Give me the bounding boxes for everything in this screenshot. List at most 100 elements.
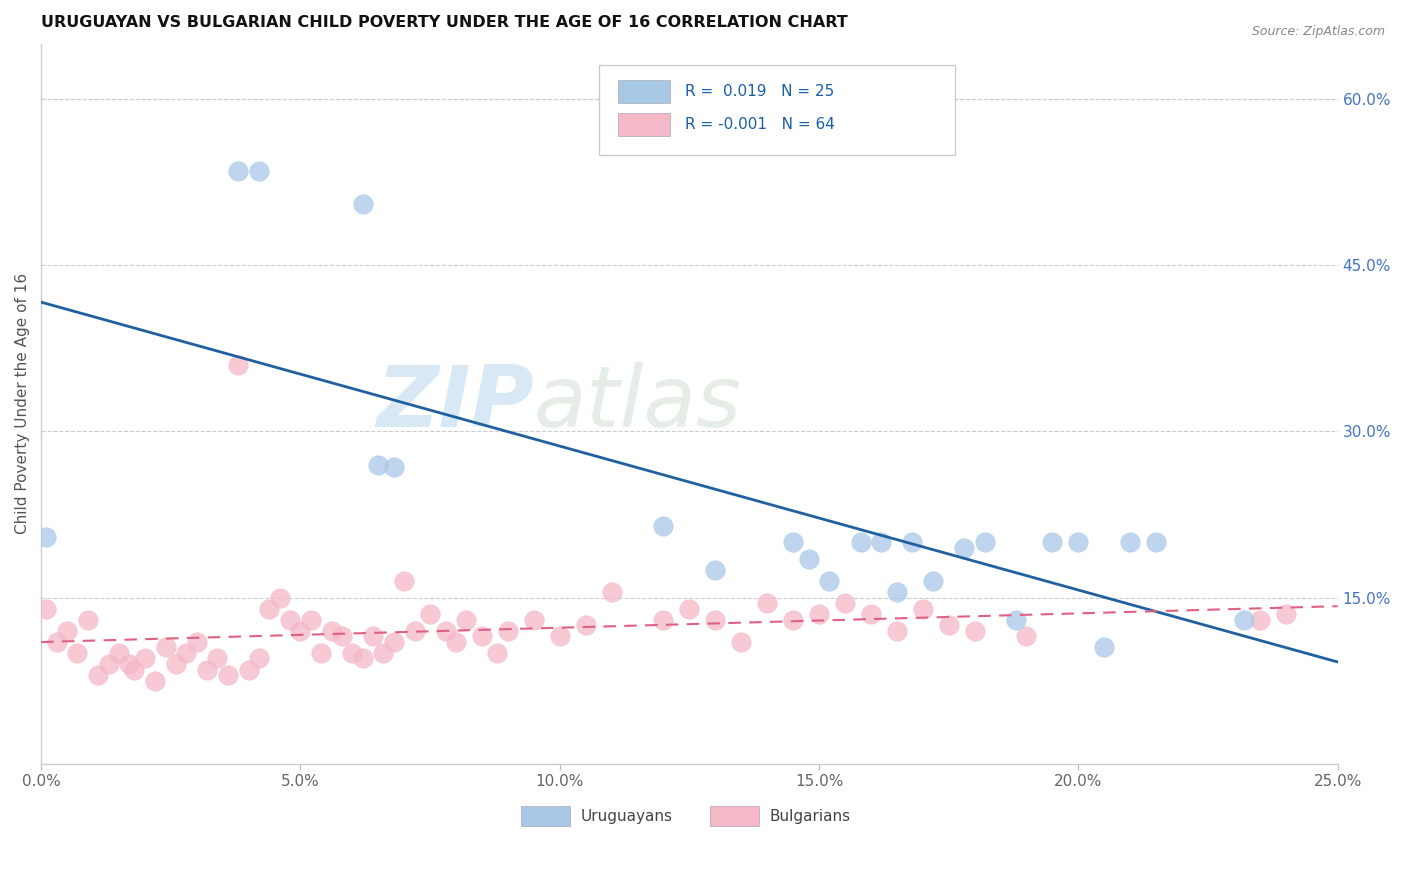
Point — [1092, 640, 1115, 655]
Text: R =  0.019   N = 25: R = 0.019 N = 25 — [686, 85, 835, 99]
Text: ZIP: ZIP — [377, 362, 534, 445]
Point — [652, 518, 675, 533]
Point — [392, 574, 415, 588]
Point — [35, 530, 58, 544]
Point — [35, 601, 58, 615]
Point — [496, 624, 519, 638]
Point — [886, 585, 908, 599]
Point — [486, 646, 509, 660]
Point — [730, 635, 752, 649]
Point — [1144, 535, 1167, 549]
Point — [124, 663, 146, 677]
FancyBboxPatch shape — [520, 806, 569, 826]
Point — [471, 629, 494, 643]
FancyBboxPatch shape — [710, 806, 759, 826]
Point — [818, 574, 841, 588]
Point — [247, 164, 270, 178]
Point — [278, 613, 301, 627]
Point — [1119, 535, 1142, 549]
Point — [367, 458, 389, 472]
Point — [217, 668, 239, 682]
Point — [678, 601, 700, 615]
Point — [45, 635, 67, 649]
Point — [226, 164, 249, 178]
Y-axis label: Child Poverty Under the Age of 16: Child Poverty Under the Age of 16 — [15, 273, 30, 534]
Point — [247, 651, 270, 665]
Point — [600, 585, 623, 599]
Point — [911, 601, 934, 615]
Point — [1249, 613, 1271, 627]
Point — [974, 535, 997, 549]
Point — [953, 541, 976, 555]
Point — [1067, 535, 1090, 549]
Point — [782, 613, 804, 627]
Point — [1274, 607, 1296, 622]
Point — [797, 551, 820, 566]
Point — [238, 663, 260, 677]
Point — [361, 629, 384, 643]
Point — [404, 624, 426, 638]
Point — [886, 624, 908, 638]
Point — [456, 613, 478, 627]
Point — [309, 646, 332, 660]
Point — [352, 197, 374, 211]
Point — [226, 358, 249, 372]
Point — [1015, 629, 1038, 643]
Point — [1233, 613, 1256, 627]
Point — [548, 629, 571, 643]
Point — [108, 646, 131, 660]
Point — [195, 663, 218, 677]
Text: R = -0.001   N = 64: R = -0.001 N = 64 — [686, 117, 835, 132]
Point — [176, 646, 198, 660]
Point — [382, 635, 405, 649]
Point — [97, 657, 120, 671]
Point — [1005, 613, 1028, 627]
Point — [704, 563, 727, 577]
Point — [434, 624, 457, 638]
Point — [134, 651, 156, 665]
Point — [382, 459, 405, 474]
Point — [66, 646, 89, 660]
Point — [56, 624, 79, 638]
Point — [419, 607, 441, 622]
Point — [330, 629, 353, 643]
Point — [938, 618, 960, 632]
Text: URUGUAYAN VS BULGARIAN CHILD POVERTY UNDER THE AGE OF 16 CORRELATION CHART: URUGUAYAN VS BULGARIAN CHILD POVERTY UND… — [41, 15, 848, 30]
FancyBboxPatch shape — [599, 65, 955, 155]
Point — [155, 640, 177, 655]
Point — [834, 596, 856, 610]
Point — [373, 646, 395, 660]
Text: Uruguayans: Uruguayans — [581, 809, 672, 824]
Point — [352, 651, 374, 665]
Point — [165, 657, 187, 671]
Text: Source: ZipAtlas.com: Source: ZipAtlas.com — [1251, 25, 1385, 38]
Point — [523, 613, 546, 627]
Point — [849, 535, 872, 549]
Point — [299, 613, 322, 627]
FancyBboxPatch shape — [619, 80, 669, 103]
Point — [207, 651, 229, 665]
Point — [922, 574, 945, 588]
Point — [704, 613, 727, 627]
Point — [87, 668, 110, 682]
Point — [901, 535, 924, 549]
FancyBboxPatch shape — [619, 112, 669, 136]
Point — [652, 613, 675, 627]
Point — [1042, 535, 1064, 549]
Point — [186, 635, 208, 649]
Point — [782, 535, 804, 549]
Point — [808, 607, 831, 622]
Text: atlas: atlas — [534, 362, 742, 445]
Point — [321, 624, 343, 638]
Point — [342, 646, 364, 660]
Point — [444, 635, 467, 649]
Point — [118, 657, 141, 671]
Point — [756, 596, 779, 610]
Point — [290, 624, 312, 638]
Text: Bulgarians: Bulgarians — [769, 809, 851, 824]
Point — [963, 624, 986, 638]
Point — [76, 613, 98, 627]
Point — [575, 618, 598, 632]
Point — [259, 601, 281, 615]
Point — [143, 673, 166, 688]
